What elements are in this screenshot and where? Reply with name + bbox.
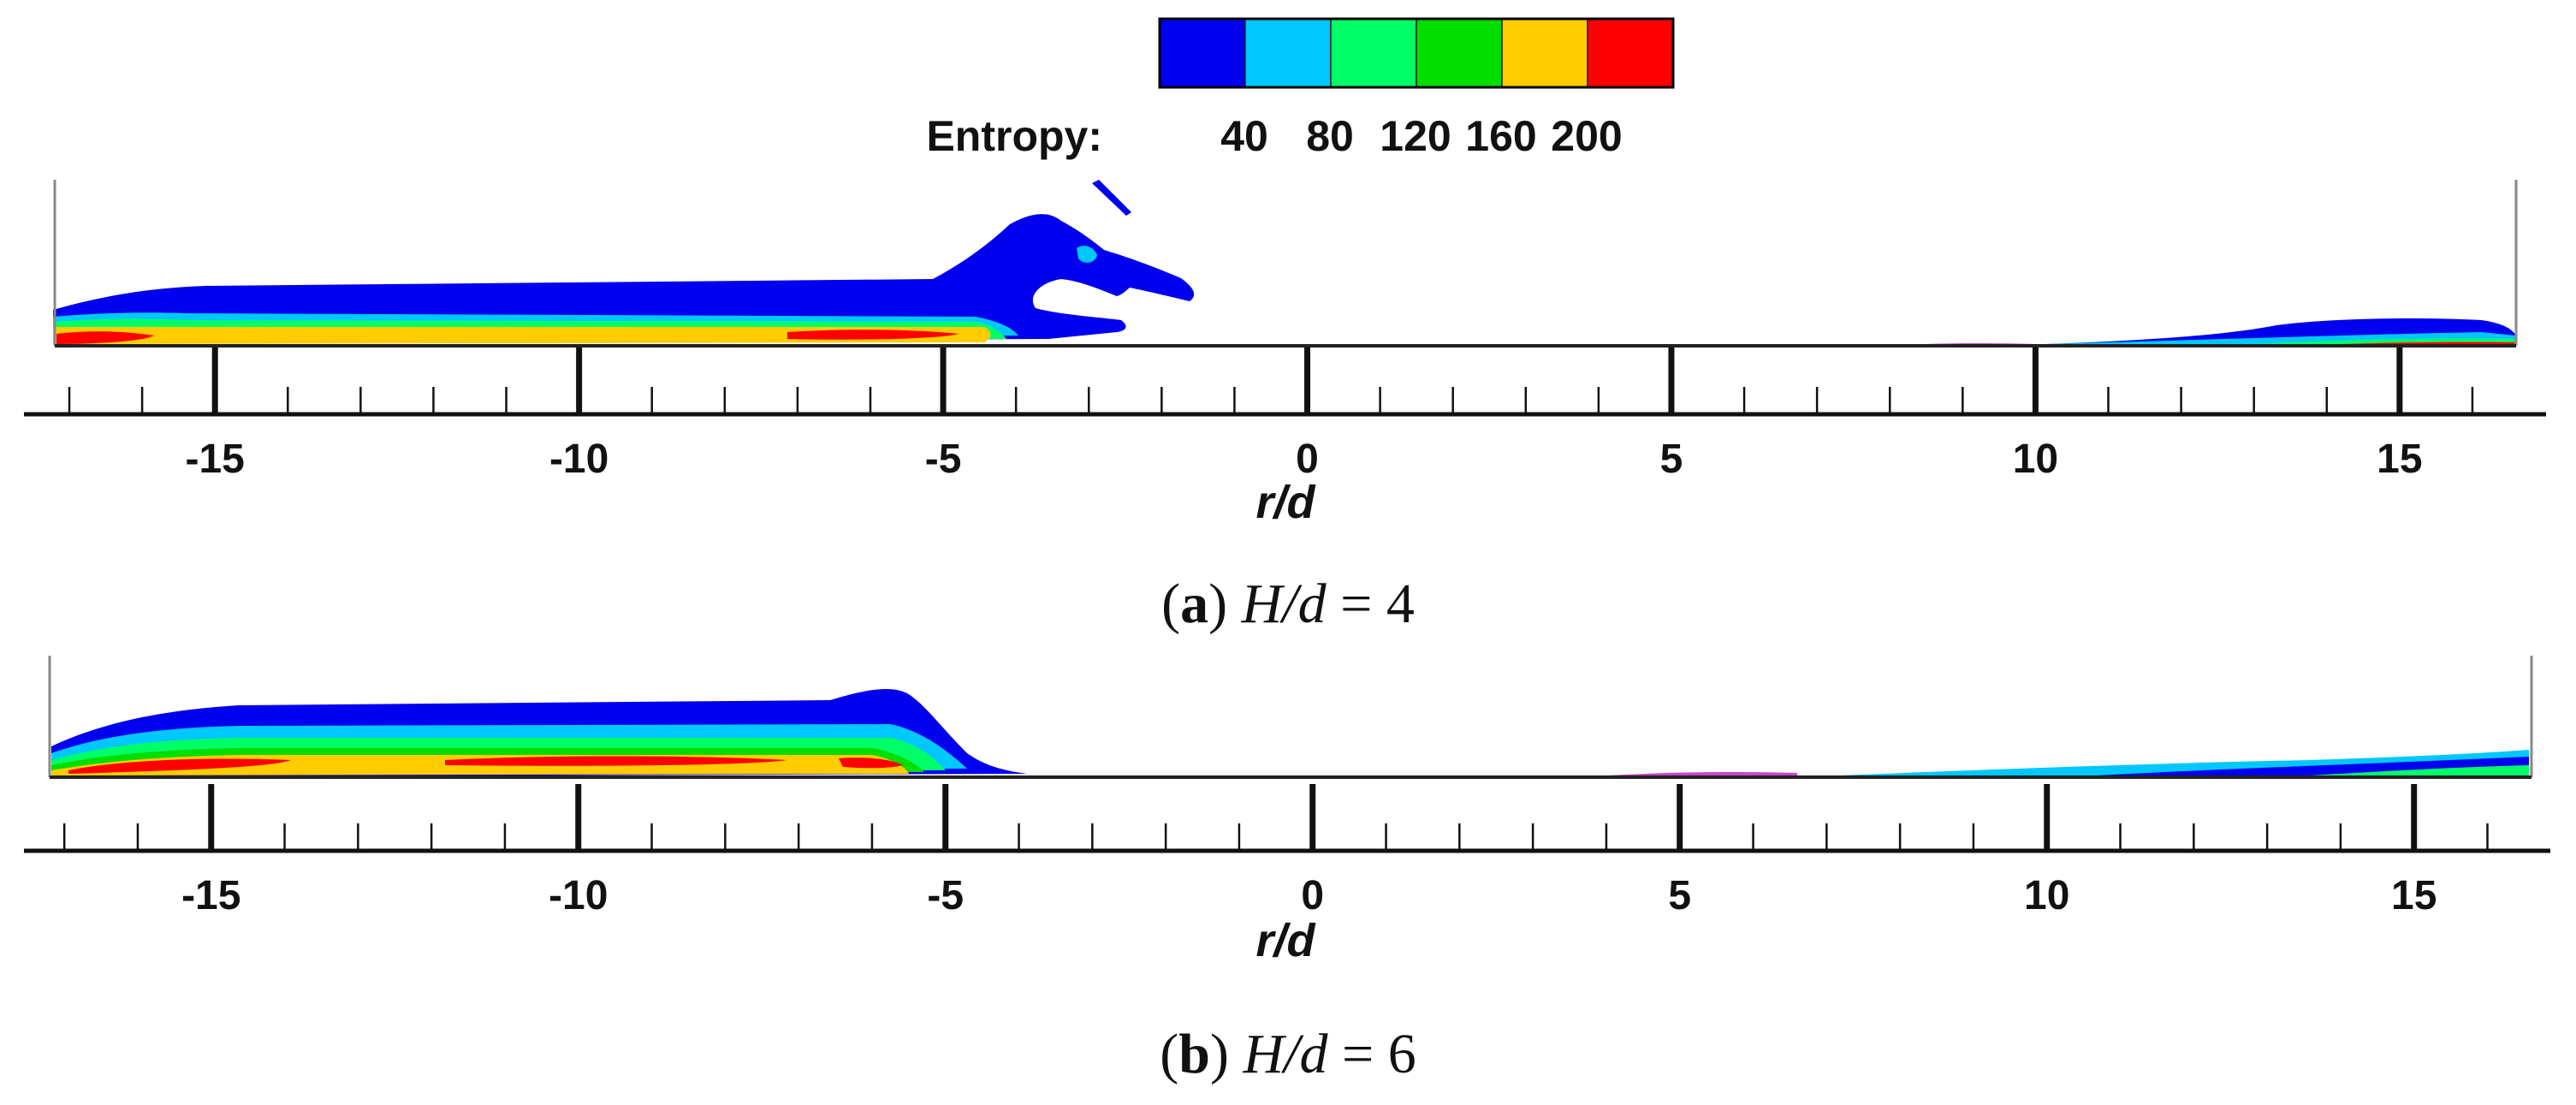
colorbar-tick-label: 80: [1306, 112, 1354, 160]
colorbar-tick-label: 40: [1220, 112, 1268, 160]
panel-b-level-max-spot-2: [445, 756, 787, 766]
panel-a-x-axis: -15 -10 -5 0 5 10 15: [68, 348, 2474, 482]
x-axis-tick-label: -10: [549, 873, 608, 918]
x-axis-tick-label: 0: [1296, 437, 1319, 482]
panel-a-plume-fragment: [1092, 180, 1131, 216]
panel-a-caption-letter: a: [1180, 573, 1208, 635]
panel-a-x-axis-label: r/d: [1255, 477, 1315, 528]
panel-b-x-axis-label: r/d: [1255, 915, 1315, 966]
panel-a-level-80-spot: [1077, 246, 1097, 263]
colorbar-tick-label: 120: [1380, 112, 1451, 160]
panel-a-level-160-region: [53, 327, 991, 344]
colorbar-frame: [1158, 17, 1675, 89]
x-axis-tick-label: 15: [2377, 437, 2422, 482]
x-axis-tick-label: 5: [1668, 873, 1691, 918]
panel-b-level-max-spot-3: [839, 757, 903, 769]
colorbar-swatch: [1159, 18, 1246, 88]
colorbar-tick-label: 160: [1465, 112, 1536, 160]
x-axis-tick-label: 10: [2024, 873, 2069, 918]
panel-b-right-layer-120: [2311, 765, 2529, 775]
panel-b-caption-value: = 6: [1327, 1023, 1416, 1085]
panel-a-caption-variable: H/d: [1241, 573, 1327, 635]
x-axis-tick-label: -5: [927, 873, 964, 918]
x-axis-tick-label: -15: [186, 437, 245, 482]
panel-a-level-200-spot-2: [787, 330, 959, 340]
x-axis-tick-label: 10: [2013, 437, 2058, 482]
colorbar-tick-label: 200: [1551, 112, 1622, 160]
panel-b-x-axis: -15 -10 -5 0 5 10 15: [62, 784, 2489, 918]
panel-a-level-200-spot-1: [56, 331, 154, 344]
panel-b: -15 -10 -5 0 5 10 15 r/d (b) H/d = 6: [24, 656, 2550, 1085]
colorbar-swatch: [1501, 18, 1588, 88]
colorbar-swatch: [1587, 18, 1674, 88]
panel-a: -15 -10 -5 0 5 10 15 r/d (a) H/d = 4: [24, 180, 2546, 635]
panel-a-level-40-region: [53, 214, 1195, 344]
colorbar-swatch: [1244, 18, 1332, 88]
x-axis-tick-label: 5: [1660, 437, 1683, 482]
panel-b-contours: [51, 688, 2529, 777]
panel-b-level-max-spot-1: [68, 758, 291, 774]
x-axis-tick-label: 0: [1301, 873, 1324, 918]
panel-a-caption-value: = 4: [1327, 573, 1415, 635]
panel-b-caption-letter: b: [1178, 1023, 1210, 1085]
x-axis-tick-label: -15: [181, 873, 240, 918]
colorbar-swatch: [1416, 18, 1503, 88]
x-axis-tick-label: -5: [925, 437, 962, 482]
panel-b-caption: (b) H/d = 6: [1160, 1023, 1416, 1085]
panel-b-right-layer-magenta: [1609, 772, 1797, 775]
panel-a-contours: [53, 180, 2516, 346]
colorbar-swatch: [1330, 18, 1417, 88]
panel-a-caption: (a) H/d = 4: [1161, 573, 1415, 635]
colorbar-label: Entropy:: [926, 112, 1102, 160]
panel-b-caption-variable: H/d: [1242, 1023, 1328, 1085]
x-axis-tick-label: -10: [549, 437, 608, 482]
colorbar: Entropy: 40 80 120 160 200: [926, 17, 1675, 160]
x-axis-tick-label: 15: [2391, 873, 2437, 918]
